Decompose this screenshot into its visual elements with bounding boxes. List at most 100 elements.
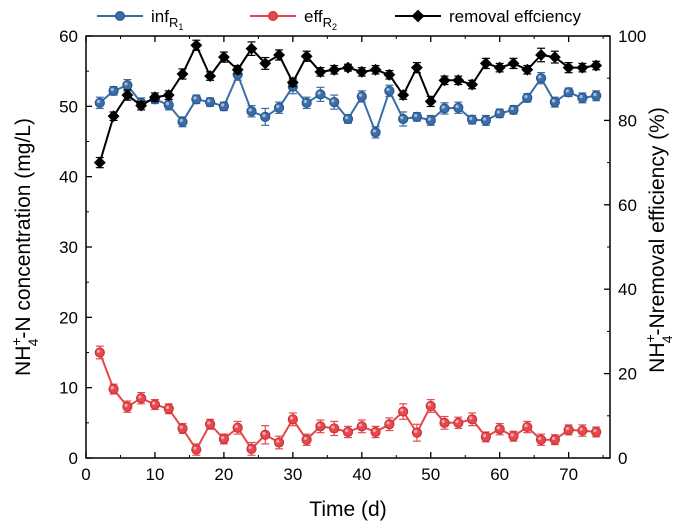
point-highlight-eff: [179, 425, 183, 429]
point-highlight-eff: [110, 386, 114, 390]
y-right-tick-label: 80: [618, 111, 637, 130]
point-highlight-eff: [138, 395, 142, 399]
y-right-tick-label: 40: [618, 280, 637, 299]
point-removal-effciency: [493, 61, 506, 74]
point-highlight-eff: [482, 434, 487, 438]
point-highlight-inf: [551, 99, 556, 103]
point-eff: [273, 437, 285, 448]
axis-ticks: 0 10 20 30 40 50 60 70 0 10 20 30 40 50 60 0 20 40 60 80 100: [59, 27, 646, 484]
point-highlight-eff: [579, 427, 583, 431]
series-inf: [94, 68, 602, 139]
point-removal-effciency: [452, 74, 465, 87]
point-inf: [563, 87, 574, 98]
x-tick-label: 0: [81, 465, 90, 484]
point-inf: [425, 115, 436, 126]
point-highlight-inf: [110, 87, 114, 92]
point-highlight-inf: [358, 93, 363, 97]
point-eff: [508, 431, 519, 442]
point-eff: [260, 429, 271, 440]
point-highlight-inf: [482, 117, 487, 121]
y-right-tick-label: 100: [618, 27, 646, 46]
point-eff: [191, 444, 202, 455]
point-inf: [246, 106, 257, 117]
point-removal-effciency: [273, 49, 286, 61]
point-inf: [205, 97, 216, 108]
x-tick-label: 60: [490, 465, 509, 484]
point-highlight-inf: [193, 96, 197, 100]
point-eff: [315, 421, 326, 432]
point-removal-effciency: [410, 61, 423, 74]
point-highlight-eff: [317, 423, 321, 427]
point-removal-effciency: [190, 39, 203, 52]
point-eff: [122, 401, 133, 412]
point-inf: [508, 104, 519, 115]
point-highlight-inf: [207, 99, 211, 103]
point-highlight-eff: [400, 408, 404, 412]
point-removal-effciency: [507, 57, 520, 70]
point-removal-effciency: [149, 91, 161, 104]
legend-item-removal: removal effciency: [395, 7, 581, 26]
point-highlight-eff: [303, 436, 307, 441]
point-highlight-inf: [96, 99, 101, 104]
point-removal-effciency: [424, 95, 437, 108]
point-eff: [356, 421, 367, 432]
point-removal-effciency: [217, 51, 230, 64]
y-left-tick-label: 60: [59, 27, 78, 46]
point-inf: [177, 116, 188, 127]
point-highlight-inf: [441, 105, 445, 109]
point-removal-effciency: [590, 59, 603, 72]
point-inf: [273, 102, 285, 113]
point-inf: [522, 92, 533, 103]
legend-label-removal: removal effciency: [449, 7, 581, 26]
point-inf: [384, 85, 395, 96]
point-eff: [453, 417, 464, 428]
point-eff: [439, 417, 450, 428]
point-highlight-eff: [524, 424, 528, 428]
point-removal-effciency: [314, 65, 327, 78]
point-inf: [163, 99, 174, 111]
point-inf: [108, 85, 119, 96]
point-eff: [384, 419, 395, 430]
point-highlight-eff: [593, 429, 597, 433]
point-highlight-inf: [386, 87, 390, 92]
point-highlight-eff: [345, 429, 349, 433]
point-inf: [342, 113, 354, 125]
x-tick-label: 10: [145, 465, 164, 484]
point-inf: [549, 97, 560, 108]
point-highlight-inf: [248, 108, 252, 112]
x-tick-label: 70: [559, 465, 578, 484]
series-group: [93, 39, 603, 456]
x-tick-label: 30: [283, 465, 302, 484]
point-removal-effciency: [135, 99, 148, 112]
point-eff: [232, 422, 243, 433]
point-removal-effciency: [438, 74, 451, 87]
legend-swatch-inf-marker: [115, 11, 125, 21]
point-inf: [260, 111, 271, 122]
point-highlight-eff: [510, 433, 514, 437]
point-highlight-eff: [124, 403, 128, 407]
point-eff: [342, 426, 354, 438]
point-eff: [301, 434, 312, 445]
point-highlight-inf: [262, 113, 266, 118]
point-removal-effciency: [397, 89, 410, 101]
y-left-tick-label: 20: [59, 308, 78, 327]
point-highlight-inf: [179, 118, 183, 123]
point-removal-effciency: [107, 110, 120, 123]
point-highlight-eff: [551, 436, 556, 441]
point-highlight-eff: [331, 425, 335, 429]
point-eff: [563, 424, 574, 435]
y-left-tick-label: 0: [69, 449, 78, 468]
point-inf: [218, 101, 229, 112]
point-eff: [163, 403, 174, 414]
point-removal-effciency: [342, 61, 354, 74]
point-inf: [439, 103, 450, 114]
point-highlight-eff: [427, 403, 432, 407]
y-right-tick-label: 0: [618, 449, 627, 468]
point-inf: [94, 97, 105, 108]
point-highlight-inf: [579, 94, 583, 99]
point-inf: [494, 108, 505, 119]
point-eff: [425, 400, 436, 412]
point-eff: [177, 423, 188, 434]
